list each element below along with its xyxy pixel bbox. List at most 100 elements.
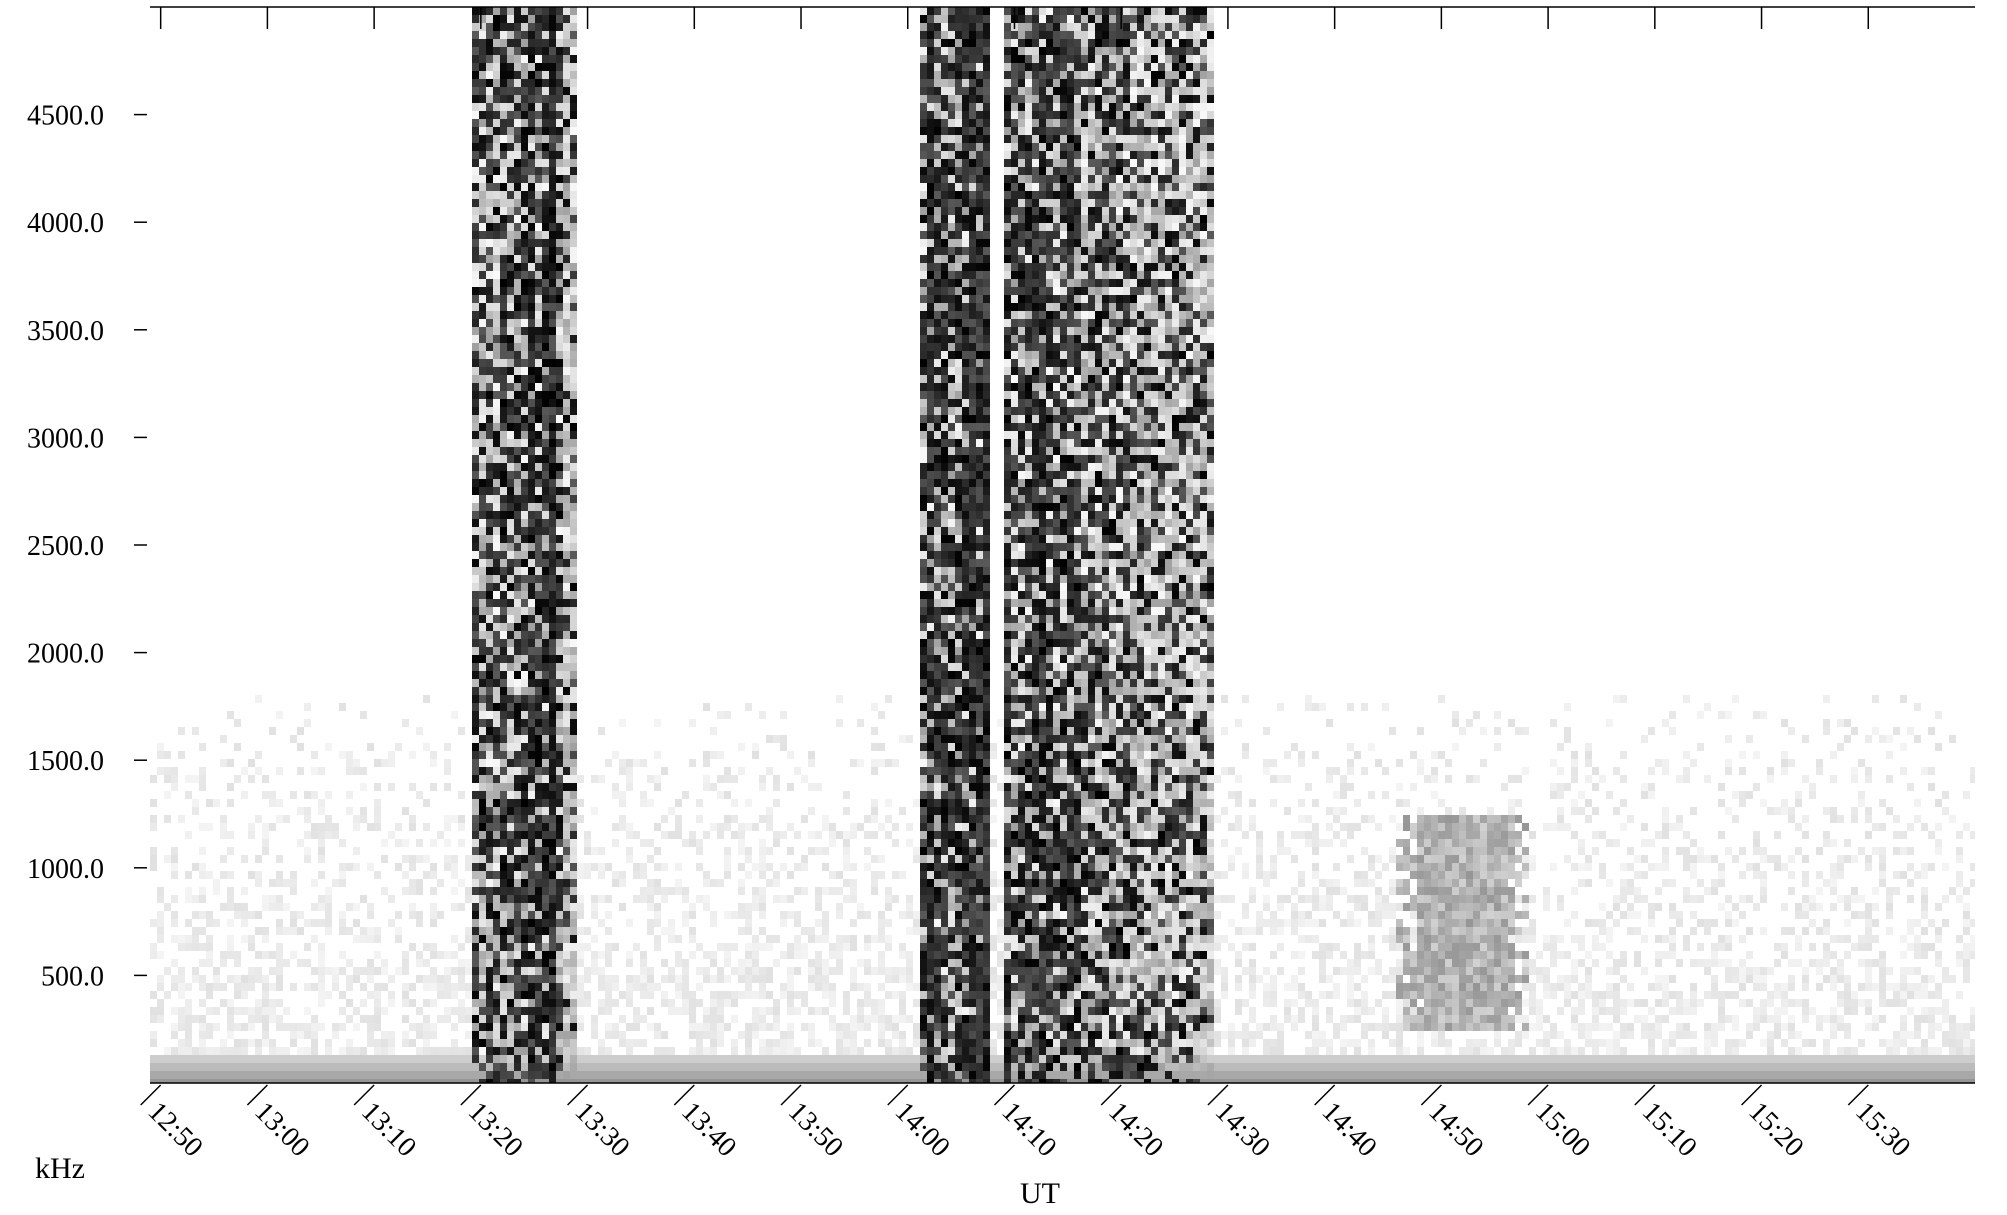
heatmap-cell [1144,575,1151,583]
heatmap-cell [1095,207,1102,215]
heatmap-cell [983,559,990,567]
heatmap-cell [570,527,577,535]
heatmap-cell [1018,367,1025,375]
heatmap-cell [1200,199,1207,207]
heatmap-cell [1123,143,1130,151]
heatmap-cell [1200,23,1207,31]
heatmap-cell [570,503,577,511]
heatmap-cell [507,223,514,231]
heatmap-cell [1151,551,1158,559]
heatmap-cell [556,391,563,399]
heatmap-cell [1158,639,1165,647]
heatmap-cell [1172,335,1179,343]
heatmap-cell [556,7,563,15]
heatmap-cell [500,583,507,591]
heatmap-cell [493,647,500,655]
heatmap-cell [549,391,556,399]
heatmap-cell [1130,439,1137,447]
heatmap-cell [556,679,563,687]
heatmap-cell [1018,39,1025,47]
heatmap-cell [556,415,563,423]
heatmap-cell [1032,415,1039,423]
heatmap-cell [1088,31,1095,39]
heatmap-cell [570,383,577,391]
heatmap-cell [549,359,556,367]
heatmap-cell [1186,695,1193,703]
heatmap-cell [1011,495,1018,503]
heatmap-cell [1081,327,1088,335]
heatmap-cell [1130,527,1137,535]
heatmap-cell [1130,623,1137,631]
heatmap-cell [1193,103,1200,111]
heatmap-cell [1102,455,1109,463]
heatmap-cell [1144,191,1151,199]
heatmap-cell [1193,327,1200,335]
heatmap-cell [948,151,955,159]
heatmap-cell [1137,375,1144,383]
heatmap-cell [934,671,941,679]
heatmap-cell [514,63,521,71]
heatmap-cell [927,191,934,199]
heatmap-cell [1277,703,1284,711]
heatmap-cell [535,471,542,479]
heatmap-cell [1088,271,1095,279]
heatmap-cell [535,343,542,351]
heatmap-cell [542,479,549,487]
heatmap-cell [955,583,962,591]
heatmap-cell [549,663,556,671]
heatmap-cell [948,111,955,119]
heatmap-cell [1123,575,1130,583]
heatmap-cell [969,551,976,559]
heatmap-cell [521,551,528,559]
heatmap-cell [1165,47,1172,55]
heatmap-cell [521,423,528,431]
heatmap-cell [1004,7,1011,15]
heatmap-cell [1081,247,1088,255]
heatmap-cell [493,671,500,679]
heatmap-cell [493,663,500,671]
heatmap-cell [955,55,962,63]
heatmap-cell [1039,39,1046,47]
heatmap-cell [1018,439,1025,447]
heatmap-cell [472,383,479,391]
heatmap-cell [528,711,535,719]
heatmap-cell [1186,239,1193,247]
heatmap-cell [1088,463,1095,471]
heatmap-cell [969,151,976,159]
heatmap-cell [941,455,948,463]
heatmap-cell [1151,327,1158,335]
heatmap-cell [486,183,493,191]
heatmap-cell [1011,255,1018,263]
heatmap-cell [514,159,521,167]
heatmap-cell [514,719,521,727]
heatmap-cell [1186,111,1193,119]
heatmap-cell [1158,71,1165,79]
heatmap-cell [969,71,976,79]
heatmap-cell [1025,87,1032,95]
heatmap-cell [1165,463,1172,471]
heatmap-cell [1123,607,1130,615]
heatmap-cell [472,591,479,599]
heatmap-cell [1123,87,1130,95]
heatmap-cell [570,47,577,55]
heatmap-cell [507,351,514,359]
heatmap-cell [1109,711,1116,719]
heatmap-cell [983,311,990,319]
heatmap-cell [1109,511,1116,519]
heatmap-cell [1102,599,1109,607]
heatmap-cell [479,351,486,359]
heatmap-cell [570,263,577,271]
heatmap-cell [1053,143,1060,151]
heatmap-cell [1130,79,1137,87]
heatmap-cell [1088,335,1095,343]
heatmap-cell [983,287,990,295]
heatmap-cell [1193,423,1200,431]
heatmap-cell [1109,335,1116,343]
heatmap-cell [955,639,962,647]
heatmap-cell [1193,391,1200,399]
heatmap-cell [1116,15,1123,23]
heatmap-cell [486,711,493,719]
heatmap-cell [1137,383,1144,391]
heatmap-cell [528,447,535,455]
heatmap-cell [1172,703,1179,711]
